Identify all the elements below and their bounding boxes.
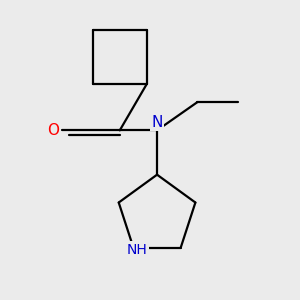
Text: N: N xyxy=(152,115,163,130)
Text: NH: NH xyxy=(127,243,148,256)
Text: O: O xyxy=(47,123,59,138)
